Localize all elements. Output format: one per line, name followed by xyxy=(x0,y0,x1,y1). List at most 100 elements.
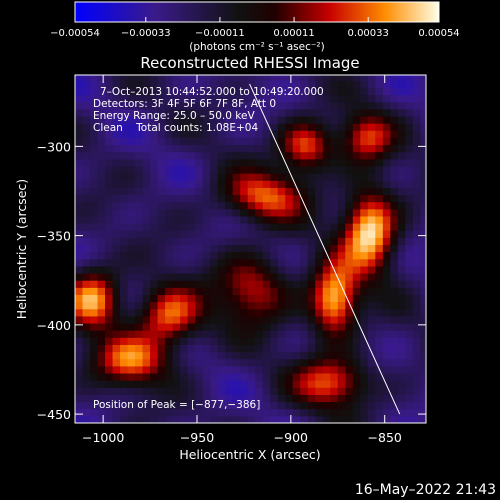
heatmap-cell xyxy=(322,301,331,310)
heatmap-cell xyxy=(292,344,301,353)
heatmap-cell xyxy=(345,380,354,388)
heatmap-cell xyxy=(270,337,279,345)
heatmap-cell xyxy=(367,151,376,160)
heatmap-cell xyxy=(247,130,256,138)
heatmap-cell xyxy=(172,358,181,367)
heatmap-cell xyxy=(270,251,279,260)
heatmap-cell xyxy=(337,116,346,124)
heatmap-cell xyxy=(127,358,136,367)
heatmap-cell xyxy=(292,130,301,138)
heatmap-cell xyxy=(255,201,264,210)
heatmap-cell xyxy=(210,87,219,96)
heatmap-cell xyxy=(157,123,166,131)
heatmap-cell xyxy=(247,108,256,117)
heatmap-cell xyxy=(165,108,174,117)
heatmap-cell xyxy=(225,108,234,117)
heatmap-cell xyxy=(165,80,174,88)
heatmap-cell xyxy=(187,166,196,174)
heatmap-cell xyxy=(150,215,159,224)
colorbar-unit-label: (photons cm⁻² s⁻¹ asec⁻²) xyxy=(189,41,324,53)
heatmap-cell xyxy=(202,330,211,338)
heatmap-cell xyxy=(292,237,301,246)
heatmap-cell xyxy=(172,394,181,403)
heatmap-cell xyxy=(375,373,384,381)
heatmap-cell xyxy=(165,344,174,353)
heatmap-cell xyxy=(412,158,421,167)
heatmap-cell xyxy=(75,258,84,267)
heatmap-cell xyxy=(345,80,354,88)
heatmap-cell xyxy=(285,187,294,196)
heatmap-cell xyxy=(195,287,204,296)
heatmap-cell xyxy=(367,180,376,188)
heatmap-cell xyxy=(345,308,354,317)
heatmap-cell xyxy=(142,108,151,117)
heatmap-cell xyxy=(270,173,279,181)
heatmap-cell xyxy=(225,351,234,360)
heatmap-cell xyxy=(337,244,346,253)
heatmap-cell xyxy=(82,123,91,131)
heatmap-cell xyxy=(322,87,331,96)
heatmap-cell xyxy=(165,158,174,167)
heatmap-cell xyxy=(172,230,181,238)
heatmap-cell xyxy=(187,215,196,224)
heatmap-cell xyxy=(127,137,136,146)
heatmap-cell xyxy=(390,180,399,188)
heatmap-cell xyxy=(367,166,376,174)
heatmap-cell xyxy=(120,287,129,296)
heatmap-cell xyxy=(360,244,369,253)
heatmap-cell xyxy=(337,273,346,281)
heatmap-cell xyxy=(307,287,316,296)
heatmap-cell xyxy=(345,116,354,124)
heatmap-cell xyxy=(247,365,256,374)
heatmap-cell xyxy=(195,80,204,88)
heatmap-cell xyxy=(172,415,181,423)
heatmap-cell xyxy=(150,315,159,324)
heatmap-cell xyxy=(150,337,159,345)
heatmap-cell xyxy=(367,80,376,88)
heatmap-cell xyxy=(397,223,406,231)
heatmap-cell xyxy=(90,137,99,146)
heatmap-cell xyxy=(367,358,376,367)
heatmap-cell xyxy=(255,265,264,274)
heatmap-cell xyxy=(217,365,226,374)
heatmap-cell xyxy=(187,351,196,360)
heatmap-cell xyxy=(300,401,309,410)
heatmap-cell xyxy=(150,230,159,238)
heatmap-cell xyxy=(135,415,144,423)
heatmap-cell xyxy=(120,337,129,345)
heatmap-cell xyxy=(285,351,294,360)
heatmap-cell xyxy=(300,251,309,260)
heatmap-cell xyxy=(300,180,309,188)
heatmap-cell xyxy=(187,308,196,317)
heatmap-cell xyxy=(345,215,354,224)
heatmap-cell xyxy=(352,244,361,253)
heatmap-cell xyxy=(127,251,136,260)
heatmap-cell xyxy=(172,194,181,203)
heatmap-cell xyxy=(382,251,391,260)
heatmap-cell xyxy=(217,394,226,403)
heatmap-cell xyxy=(240,344,249,353)
heatmap-cell xyxy=(97,380,106,388)
heatmap-cell xyxy=(262,75,271,81)
heatmap-cell xyxy=(367,194,376,203)
heatmap-cell xyxy=(337,194,346,203)
heatmap-cell xyxy=(195,208,204,217)
heatmap-cell xyxy=(150,208,159,217)
heatmap-cell xyxy=(345,108,354,117)
heatmap-cell xyxy=(75,144,84,153)
heatmap-cell xyxy=(195,151,204,160)
heatmap-cell xyxy=(277,365,286,374)
heatmap-cell xyxy=(195,258,204,267)
heatmap-cell xyxy=(390,365,399,374)
heatmap-cell xyxy=(382,308,391,317)
heatmap-cell xyxy=(397,130,406,138)
heatmap-cell xyxy=(352,294,361,303)
heatmap-cell xyxy=(285,215,294,224)
heatmap-cell xyxy=(127,401,136,410)
heatmap-cell xyxy=(142,251,151,260)
heatmap-cell xyxy=(315,394,324,403)
heatmap-cell xyxy=(157,201,166,210)
heatmap-cell xyxy=(172,330,181,338)
heatmap-cell xyxy=(277,208,286,217)
heatmap-cell xyxy=(405,337,414,345)
